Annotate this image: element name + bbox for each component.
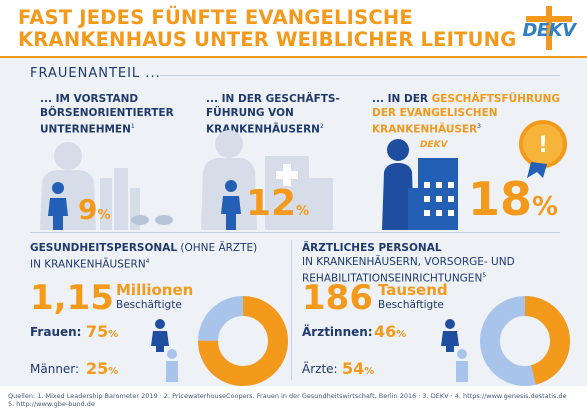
divider-vertical xyxy=(291,240,292,380)
dekv-logo: DEKV xyxy=(520,6,578,50)
bull-bear-icon xyxy=(131,215,173,225)
staff-women-value: 75% xyxy=(86,322,119,341)
medal-badge: ! xyxy=(519,120,567,178)
doctors-donut-chart xyxy=(480,296,570,386)
stat-3-value: 18% xyxy=(468,172,559,226)
doctors-women-label: Ärztinnen: xyxy=(302,325,373,339)
stat-2-illustration xyxy=(201,130,333,230)
cross-icon xyxy=(526,6,572,50)
header: FAST JEDES FÜNFTE EVANGELISCHE KRANKENHA… xyxy=(0,0,587,56)
doctors-women-value: 46% xyxy=(374,322,407,341)
doctors-heading: ÄRZTLICHES PERSONAL IN KRANKENHÄUSERN, V… xyxy=(302,242,515,285)
staff-number: 1,15 xyxy=(30,278,114,318)
exclamation-icon: ! xyxy=(538,133,548,158)
doctors-men-value: 54% xyxy=(342,359,375,378)
woman-icon xyxy=(221,180,241,230)
building-logo: DEKV xyxy=(420,140,448,150)
staff-men-label: Männer: xyxy=(30,362,80,376)
staff-people-icons xyxy=(151,319,178,382)
doctors-sub: Beschäftigte xyxy=(378,299,444,311)
staff-women-label: Frauen: xyxy=(30,325,82,339)
woman-icon xyxy=(151,319,169,352)
city-icon xyxy=(100,168,140,230)
woman-icon xyxy=(382,139,414,230)
doctors-unit: Tausend xyxy=(378,281,448,299)
divider xyxy=(160,75,560,76)
sources-footer: Quellen: 1. Mixed Leadership Barometer 2… xyxy=(8,392,567,408)
staff-donut-chart xyxy=(198,296,288,386)
stat-3-heading: ... IN DER GESCHÄFTSFÜHRUNG DER EVANGELI… xyxy=(372,93,560,136)
doctors-people-icons xyxy=(441,319,468,382)
stat-1-illustration xyxy=(40,142,173,230)
page-title: FAST JEDES FÜNFTE EVANGELISCHE KRANKENHA… xyxy=(18,6,517,51)
hospital-icon xyxy=(408,158,458,230)
stat-1-heading: ... IM VORSTAND BÖRSENORIENTIERTER UNTER… xyxy=(40,93,174,136)
staff-heading: GESUNDHEITSPERSONAL (OHNE ÄRZTE) IN KRAN… xyxy=(30,242,258,271)
logo-text: DEKV xyxy=(522,20,576,41)
ghost-person-icon xyxy=(201,130,257,230)
staff-sub: Beschäftigte xyxy=(116,299,182,311)
doctors-number: 186 xyxy=(302,278,373,318)
male-doctor-icon xyxy=(456,349,468,382)
staff-unit: Millionen xyxy=(116,281,194,299)
stat-2-value: 12% xyxy=(246,183,310,224)
donut-women-segment xyxy=(480,296,570,386)
donut-women-segment xyxy=(198,296,288,386)
woman-icon xyxy=(48,182,68,230)
staff-men-value: 25% xyxy=(86,359,119,378)
stat-3-illustration xyxy=(382,139,458,230)
stat-1-value: 9% xyxy=(78,193,111,226)
man-icon xyxy=(166,349,178,382)
divider xyxy=(30,232,560,233)
section-title: FRAUENANTEIL ... xyxy=(30,66,161,81)
stat-2-heading: ... IN DER GESCHÄFTS- FÜHRUNG VON KRANKE… xyxy=(206,93,340,136)
doctors-men-label: Ärzte: xyxy=(302,362,338,376)
female-doctor-icon xyxy=(441,319,459,352)
